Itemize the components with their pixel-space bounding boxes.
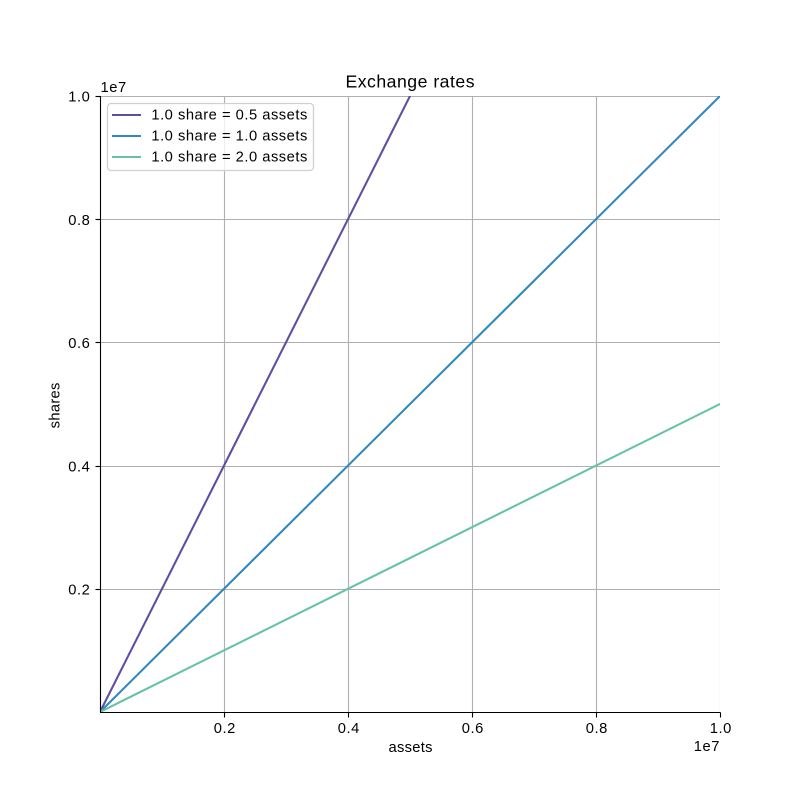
svg-text:shares: shares (47, 382, 63, 428)
svg-text:0.6: 0.6 (68, 336, 90, 352)
svg-text:0.4: 0.4 (338, 721, 360, 737)
svg-text:0.8: 0.8 (68, 213, 90, 229)
svg-text:1.0: 1.0 (68, 90, 90, 106)
svg-text:Exchange rates: Exchange rates (345, 72, 475, 92)
svg-text:0.4: 0.4 (68, 459, 90, 475)
svg-text:0.2: 0.2 (68, 583, 90, 599)
svg-text:0.8: 0.8 (586, 721, 608, 737)
svg-text:1.0 share = 2.0 assets: 1.0 share = 2.0 assets (151, 149, 307, 165)
svg-text:1e7: 1e7 (694, 739, 720, 755)
svg-text:1.0 share = 1.0 assets: 1.0 share = 1.0 assets (151, 128, 307, 144)
svg-text:1.0: 1.0 (710, 721, 732, 737)
svg-text:0.2: 0.2 (214, 721, 236, 737)
svg-text:assets: assets (389, 740, 433, 756)
svg-text:1.0 share = 0.5 assets: 1.0 share = 0.5 assets (151, 108, 307, 124)
svg-text:1e7: 1e7 (101, 80, 127, 96)
svg-text:0.6: 0.6 (462, 721, 484, 737)
